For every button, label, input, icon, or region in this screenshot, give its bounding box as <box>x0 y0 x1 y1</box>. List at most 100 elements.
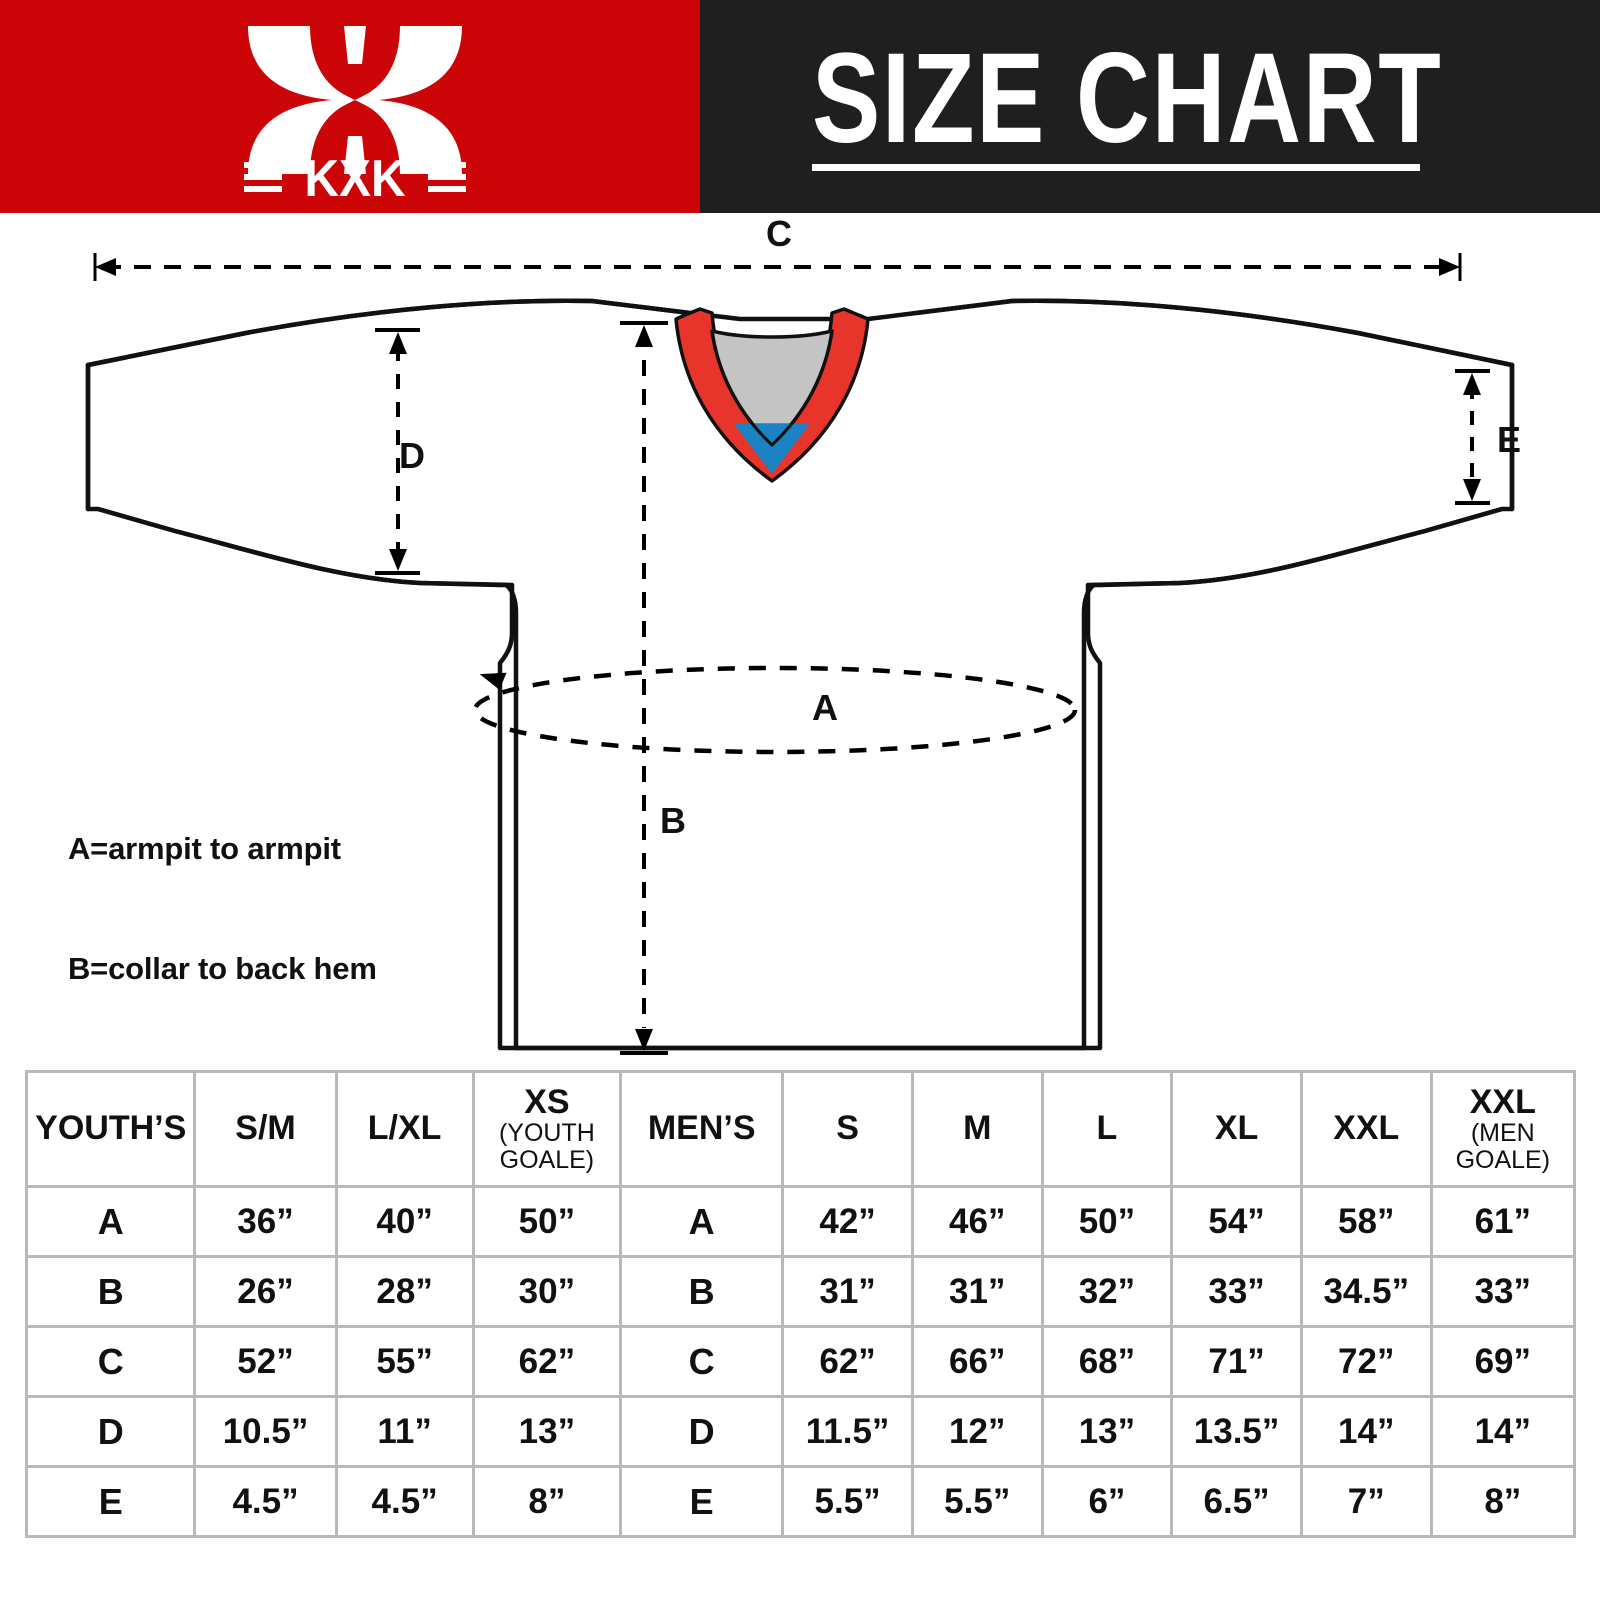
header-youth-goalie-main: XS <box>524 1082 570 1121</box>
title-underline <box>812 164 1420 171</box>
header-mens-goalie-main: XXL <box>1469 1082 1536 1121</box>
page-header: KXK SIZE CHART <box>0 0 1600 213</box>
measure-b <box>620 321 668 1055</box>
cell-d-youth-xs: 13” <box>474 1398 620 1465</box>
cell-c-youth-sm: 52” <box>196 1328 335 1395</box>
cell-c-mens-xxl: 72” <box>1302 1328 1430 1395</box>
header-youth-goalie-sub: (YOUTH GOALE) <box>498 1119 595 1174</box>
measure-c-label: C <box>766 213 792 254</box>
cell-a-mens-m: 46” <box>913 1188 1041 1255</box>
legend-line-b: B=collar to back hem <box>68 951 377 987</box>
cell-b-youth-lxl: 28” <box>337 1258 472 1325</box>
row-label-a-youth: A <box>28 1188 194 1255</box>
measure-a-label: A <box>812 687 838 728</box>
cell-b-mens-l: 32” <box>1043 1258 1171 1325</box>
cell-b-mens-xl: 33” <box>1173 1258 1300 1325</box>
header-youth-sm: S/M <box>196 1073 335 1185</box>
title-panel: SIZE CHART <box>700 0 1600 213</box>
cell-a-mens-goalie: 61” <box>1432 1188 1573 1255</box>
cell-c-mens-s: 62” <box>784 1328 911 1395</box>
collar <box>674 307 870 483</box>
table-row: E 4.5” 4.5” 8” E 5.5” 5.5” 6” 6.5” 7” 8” <box>28 1468 1573 1535</box>
kxk-logo: KXK <box>240 12 470 207</box>
row-label-b-youth: B <box>28 1258 194 1325</box>
cell-d-youth-sm: 10.5” <box>196 1398 335 1465</box>
header-mens-goalie: XXL (MEN GOALE) <box>1432 1073 1573 1185</box>
measure-a <box>472 665 1078 755</box>
cell-a-mens-xl: 54” <box>1173 1188 1300 1255</box>
legend-line-a: A=armpit to armpit <box>68 830 341 866</box>
cell-c-mens-goalie: 69” <box>1432 1328 1573 1395</box>
table-row: D 10.5” 11” 13” D 11.5” 12” 13” 13.5” 14… <box>28 1398 1573 1465</box>
measure-d-label: D <box>399 435 425 476</box>
measure-c <box>93 253 1462 281</box>
cell-a-mens-xxl: 58” <box>1302 1188 1430 1255</box>
cell-a-youth-lxl: 40” <box>337 1188 472 1255</box>
kxk-logo-mark <box>248 25 462 174</box>
jersey-diagram: C <box>0 213 1600 1068</box>
row-label-d-mens: D <box>622 1398 782 1465</box>
cell-e-mens-xxl: 7” <box>1302 1468 1430 1535</box>
row-label-b-mens: B <box>622 1258 782 1325</box>
measure-b-label: B <box>660 800 686 841</box>
measure-e-label: E <box>1497 419 1521 460</box>
cell-e-mens-xl: 6.5” <box>1173 1468 1300 1535</box>
cell-a-mens-s: 42” <box>784 1188 911 1255</box>
cell-a-youth-sm: 36” <box>196 1188 335 1255</box>
size-table: YOUTH’S S/M L/XL XS (YOUTH GOALE) MEN’S … <box>25 1070 1576 1538</box>
cell-d-youth-lxl: 11” <box>337 1398 472 1465</box>
cell-a-youth-xs: 50” <box>474 1188 620 1255</box>
table-row: A 36” 40” 50” A 42” 46” 50” 54” 58” 61” <box>28 1188 1573 1255</box>
cell-e-youth-lxl: 4.5” <box>337 1468 472 1535</box>
cell-b-mens-xxl: 34.5” <box>1302 1258 1430 1325</box>
cell-c-youth-xs: 62” <box>474 1328 620 1395</box>
row-label-c-mens: C <box>622 1328 782 1395</box>
jersey-diagram-svg: C <box>85 213 1521 1055</box>
cell-b-youth-xs: 30” <box>474 1258 620 1325</box>
table-row: C 52” 55” 62” C 62” 66” 68” 71” 72” 69” <box>28 1328 1573 1395</box>
table-row: B 26” 28” 30” B 31” 31” 32” 33” 34.5” 33… <box>28 1258 1573 1325</box>
cell-b-mens-m: 31” <box>913 1258 1041 1325</box>
svg-text:KXK: KXK <box>305 150 406 207</box>
cell-e-mens-s: 5.5” <box>784 1468 911 1535</box>
cell-b-mens-s: 31” <box>784 1258 911 1325</box>
cell-e-mens-goalie: 8” <box>1432 1468 1573 1535</box>
cell-b-youth-sm: 26” <box>196 1258 335 1325</box>
jersey-outline-details <box>85 298 1515 1051</box>
row-label-e-youth: E <box>28 1468 194 1535</box>
size-table-wrap: YOUTH’S S/M L/XL XS (YOUTH GOALE) MEN’S … <box>25 1070 1576 1538</box>
page-title: SIZE CHART <box>812 26 1443 170</box>
row-label-c-youth: C <box>28 1328 194 1395</box>
cell-c-mens-xl: 71” <box>1173 1328 1300 1395</box>
cell-d-mens-l: 13” <box>1043 1398 1171 1465</box>
header-mens-goalie-sub: (MEN GOALE) <box>1455 1119 1551 1174</box>
header-youths: YOUTH’S <box>28 1073 194 1185</box>
cell-d-mens-xl: 13.5” <box>1173 1398 1300 1465</box>
cell-c-youth-lxl: 55” <box>337 1328 472 1395</box>
header-youth-lxl: L/XL <box>337 1073 472 1185</box>
row-label-d-youth: D <box>28 1398 194 1465</box>
kxk-wordmark: KXK <box>244 150 466 207</box>
cell-c-mens-l: 68” <box>1043 1328 1171 1395</box>
table-header-row: YOUTH’S S/M L/XL XS (YOUTH GOALE) MEN’S … <box>28 1073 1573 1185</box>
row-label-a-mens: A <box>622 1188 782 1255</box>
cell-d-mens-xxl: 14” <box>1302 1398 1430 1465</box>
cell-e-youth-xs: 8” <box>474 1468 620 1535</box>
header-mens: MEN’S <box>622 1073 782 1185</box>
header-mens-l: L <box>1043 1073 1171 1185</box>
cell-b-mens-goalie: 33” <box>1432 1258 1573 1325</box>
header-mens-xxl: XXL <box>1302 1073 1430 1185</box>
cell-e-mens-l: 6” <box>1043 1468 1171 1535</box>
header-mens-s: S <box>784 1073 911 1185</box>
measure-e <box>1455 369 1490 505</box>
cell-e-youth-sm: 4.5” <box>196 1468 335 1535</box>
cell-c-mens-m: 66” <box>913 1328 1041 1395</box>
header-mens-m: M <box>913 1073 1041 1185</box>
cell-d-mens-m: 12” <box>913 1398 1041 1465</box>
header-youth-goalie: XS (YOUTH GOALE) <box>474 1073 620 1185</box>
measure-d <box>375 328 420 575</box>
brand-panel: KXK <box>0 0 700 213</box>
cell-e-mens-m: 5.5” <box>913 1468 1041 1535</box>
collar-tip <box>735 423 809 473</box>
cell-a-mens-l: 50” <box>1043 1188 1171 1255</box>
